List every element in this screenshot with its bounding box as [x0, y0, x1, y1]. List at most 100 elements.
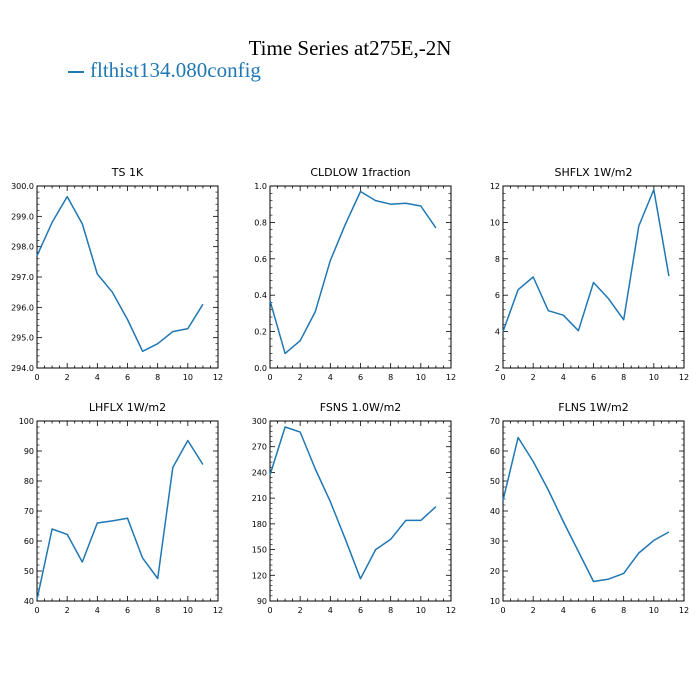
x-tick-label: 12 — [679, 373, 689, 382]
y-tick-label: 40 — [24, 597, 34, 606]
series-line — [36, 195, 204, 353]
y-tick-label: 300 — [252, 417, 267, 426]
x-tick-label: 2 — [531, 606, 536, 615]
panel-6: FLNS 1W/m2 0 2 4 6 8 10 12 10 20 30 40 50 60 70 — [490, 401, 689, 615]
panel-1: TS 1K 0 2 4 6 8 10 12 294.0 295.0 296.0 297.0 298.0 2… — [11, 166, 223, 382]
y-tick-label: 295.0 — [11, 334, 34, 343]
y-tick-label: 30 — [490, 537, 500, 546]
y-tick-label: 70 — [490, 417, 500, 426]
y-tick-label: 120 — [252, 571, 267, 580]
y-tick-label: 60 — [24, 537, 34, 546]
y-tick-label: 294.0 — [11, 364, 34, 373]
plot-frame — [36, 185, 219, 369]
legend: flthist134.080config — [68, 58, 261, 83]
y-tick-label: 240 — [252, 468, 267, 477]
legend-line-swatch — [68, 71, 84, 74]
y-tick-label: 8 — [495, 255, 500, 264]
x-tick-label: 12 — [446, 373, 456, 382]
x-tick-label: 2 — [65, 373, 70, 382]
y-tick-label: 0.4 — [254, 291, 267, 300]
plot-frame — [269, 420, 452, 602]
y-tick-label: 12 — [490, 182, 500, 191]
x-tick-label: 10 — [183, 373, 193, 382]
y-tick-label: 296.0 — [11, 303, 34, 312]
series-line — [36, 439, 204, 600]
y-tick-label: 10 — [490, 218, 500, 227]
y-tick-label: 60 — [490, 447, 500, 456]
y-tick-label: 4 — [495, 328, 500, 337]
y-tick-label: 80 — [24, 477, 34, 486]
y-tick-label: 1.0 — [254, 182, 267, 191]
panel-2: CLDLOW 1fraction 0 2 4 6 8 10 12 0.0 0.2 0.4 0.6 0.8… — [254, 166, 456, 382]
y-tick-label: 300.0 — [11, 182, 34, 191]
x-tick-label: 10 — [183, 606, 193, 615]
x-tick-label: 8 — [621, 373, 626, 382]
x-tick-label: 10 — [416, 373, 426, 382]
x-tick-label: 8 — [155, 606, 160, 615]
y-tick-label: 40 — [490, 507, 500, 516]
y-tick-label: 10 — [490, 597, 500, 606]
x-tick-label: 6 — [125, 606, 130, 615]
x-tick-label: 4 — [328, 606, 333, 615]
plot-frame — [269, 185, 452, 369]
y-tick-label: 50 — [24, 567, 34, 576]
x-tick-label: 2 — [298, 606, 303, 615]
y-tick-label: 90 — [24, 447, 34, 456]
y-tick-label: 297.0 — [11, 273, 34, 282]
x-tick-label: 6 — [591, 373, 596, 382]
x-tick-label: 6 — [358, 606, 363, 615]
panel-title: FLNS 1W/m2 — [558, 401, 628, 414]
x-tick-label: 0 — [267, 606, 272, 615]
series-line — [502, 188, 670, 332]
y-tick-label: 50 — [490, 477, 500, 486]
x-tick-label: 10 — [416, 606, 426, 615]
y-tick-label: 150 — [252, 546, 267, 555]
x-tick-label: 2 — [298, 373, 303, 382]
x-tick-label: 12 — [213, 606, 223, 615]
x-tick-label: 4 — [95, 373, 100, 382]
y-tick-label: 0.6 — [254, 255, 267, 264]
plot-frame — [502, 185, 685, 369]
x-tick-label: 0 — [500, 373, 505, 382]
x-tick-label: 12 — [679, 606, 689, 615]
y-tick-label: 100 — [19, 417, 34, 426]
legend-label: flthist134.080config — [90, 58, 261, 82]
x-tick-label: 0 — [34, 373, 39, 382]
plot-frame — [36, 420, 219, 602]
x-tick-label: 10 — [649, 373, 659, 382]
x-tick-label: 6 — [358, 373, 363, 382]
panel-4: LHFLX 1W/m2 0 2 4 6 8 10 12 40 50 60 70 80 90 100 — [19, 401, 223, 615]
y-tick-label: 210 — [252, 494, 267, 503]
x-tick-label: 8 — [621, 606, 626, 615]
y-tick-label: 2 — [495, 364, 500, 373]
panel-title: LHFLX 1W/m2 — [89, 401, 166, 414]
x-tick-label: 10 — [649, 606, 659, 615]
x-tick-label: 4 — [328, 373, 333, 382]
x-tick-label: 0 — [34, 606, 39, 615]
panel-title: SHFLX 1W/m2 — [554, 166, 632, 179]
x-tick-label: 12 — [446, 606, 456, 615]
x-tick-label: 8 — [388, 606, 393, 615]
panel-title: CLDLOW 1fraction — [310, 166, 410, 179]
series-line — [269, 190, 437, 355]
page-title: Time Series at275E,-2N — [248, 36, 452, 60]
y-tick-label: 0.2 — [254, 328, 267, 337]
y-tick-label: 0.0 — [254, 364, 267, 373]
x-tick-label: 6 — [125, 373, 130, 382]
y-tick-label: 70 — [24, 507, 34, 516]
x-tick-label: 12 — [213, 373, 223, 382]
plot-frame — [502, 420, 685, 602]
x-tick-label: 8 — [388, 373, 393, 382]
x-tick-label: 6 — [591, 606, 596, 615]
y-tick-label: 6 — [495, 291, 500, 300]
x-tick-label: 4 — [561, 373, 566, 382]
y-tick-label: 298.0 — [11, 243, 34, 252]
x-tick-label: 8 — [155, 373, 160, 382]
y-tick-label: 270 — [252, 443, 267, 452]
x-tick-label: 2 — [531, 373, 536, 382]
y-tick-label: 90 — [257, 597, 267, 606]
panel-5: FSNS 1.0W/m2 0 2 4 6 8 10 12 90 120 150 180 210 240 27… — [252, 401, 456, 615]
x-tick-label: 4 — [561, 606, 566, 615]
